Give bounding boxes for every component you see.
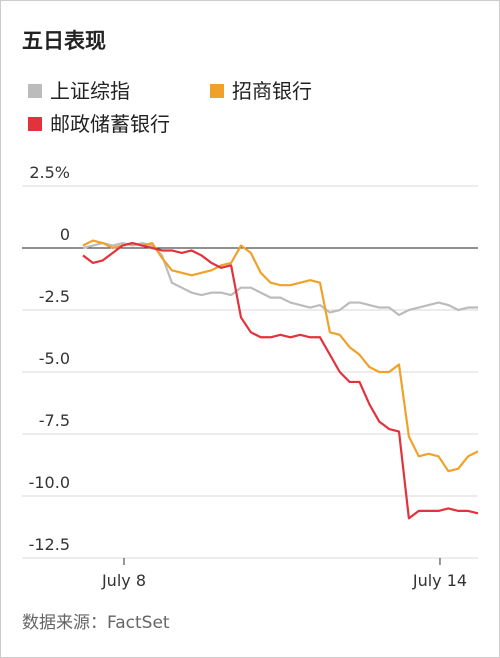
y-tick-label: 2.5% xyxy=(29,163,70,182)
y-tick-label: -2.5 xyxy=(39,287,70,306)
chart-title: 五日表现 xyxy=(22,29,106,53)
legend-label: 邮政储蓄银行 xyxy=(50,112,170,136)
y-tick-label: -5.0 xyxy=(39,349,70,368)
x-tick-label: July 14 xyxy=(412,571,467,590)
series-line xyxy=(82,241,479,520)
legend-label: 上证综指 xyxy=(50,79,130,103)
y-tick-label: 0 xyxy=(60,225,70,244)
y-tick-label: -7.5 xyxy=(39,411,70,430)
legend-swatch xyxy=(28,84,42,98)
legend-swatch xyxy=(210,84,224,98)
y-tick-label: -12.5 xyxy=(29,535,70,554)
series-line xyxy=(82,239,479,473)
legend-swatch xyxy=(28,117,42,131)
legend-label: 招商银行 xyxy=(232,79,312,103)
x-tick-label: July 8 xyxy=(101,571,146,590)
y-tick-label: -10.0 xyxy=(29,473,70,492)
source: 数据来源：FactSet xyxy=(22,613,170,633)
